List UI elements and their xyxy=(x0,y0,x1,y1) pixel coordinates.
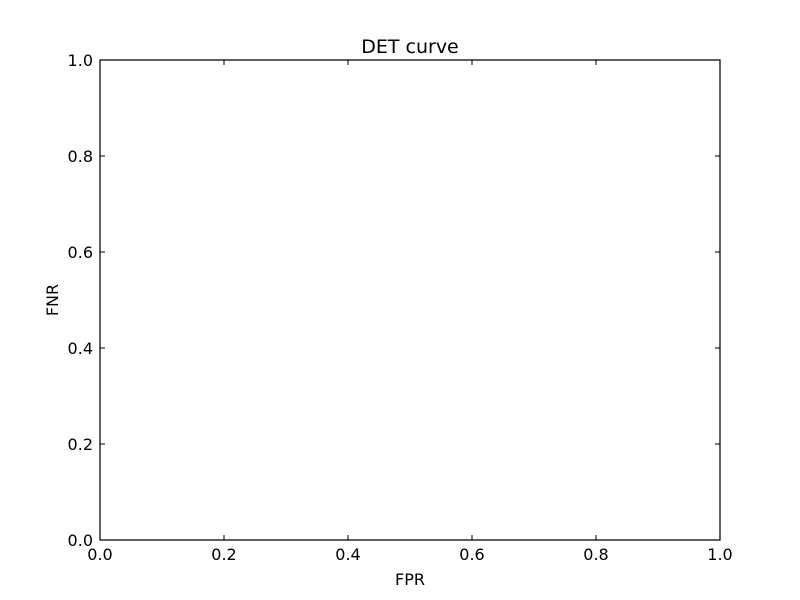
x-tick-label: 0.0 xyxy=(87,545,112,564)
x-tick-label: 1.0 xyxy=(707,545,732,564)
x-tick-label: 0.4 xyxy=(335,545,360,564)
x-tick-label: 0.8 xyxy=(583,545,608,564)
x-axis-label: FPR xyxy=(395,570,425,589)
y-tick-label: 0.4 xyxy=(68,339,93,358)
y-tick-label: 0.0 xyxy=(68,531,93,550)
y-axis-ticks: 0.0 0.2 0.4 0.6 0.8 1.0 xyxy=(68,51,720,550)
x-tick-label: 0.2 xyxy=(211,545,236,564)
y-tick-label: 0.8 xyxy=(68,147,93,166)
x-axis-ticks: 0.0 0.2 0.4 0.6 0.8 1.0 xyxy=(87,60,733,564)
y-tick-label: 0.6 xyxy=(68,243,93,262)
x-tick-label: 0.6 xyxy=(459,545,484,564)
y-tick-label: 0.2 xyxy=(68,435,93,454)
y-tick-label: 1.0 xyxy=(68,51,93,70)
plot-area-frame xyxy=(99,59,721,541)
chart-title: DET curve xyxy=(361,36,459,58)
y-axis-label: FNR xyxy=(43,284,62,316)
